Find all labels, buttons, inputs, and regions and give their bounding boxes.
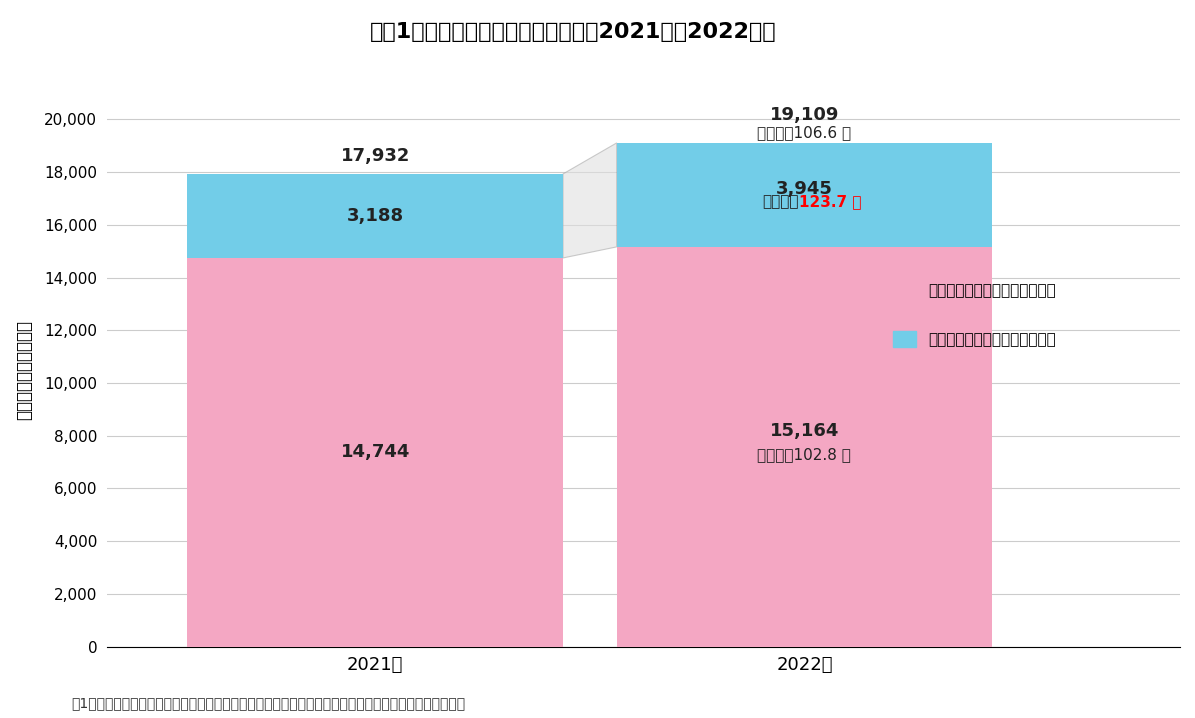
Bar (617, 247, 992, 646)
Text: 15,164: 15,164 (770, 422, 839, 440)
Bar (188, 258, 563, 646)
Text: 注1：【出典】　株式会社リクルート　ホットペッパービューティーアカデミー「数字で見る美容業界」: 注1：【出典】 株式会社リクルート ホットペッパービューティーアカデミー「数字で… (72, 696, 466, 710)
Y-axis label: 市場規模推計（億円）: 市場規模推計（億円） (16, 320, 33, 420)
Text: 123.7 ％: 123.7 ％ (799, 194, 862, 209)
Text: 前年比: 前年比 (762, 194, 799, 209)
Polygon shape (563, 143, 617, 258)
Legend: 女性の基礎化粧品市場規模推計, 男性の基礎化粧品市場規模推計: 女性の基礎化粧品市場規模推計, 男性の基礎化粧品市場規模推計 (887, 276, 1062, 353)
Text: 3,945: 3,945 (776, 180, 833, 198)
Text: 前年比　102.8 ％: 前年比 102.8 ％ (758, 447, 851, 462)
Text: 3,188: 3,188 (347, 207, 404, 225)
Text: 【図1】　基礎化粧品市場規模推計（2021年、2022年）: 【図1】 基礎化粧品市場規模推計（2021年、2022年） (370, 22, 777, 42)
Text: 17,932: 17,932 (341, 146, 410, 164)
Text: 前年比　106.6 ％: 前年比 106.6 ％ (758, 125, 852, 140)
Bar (617, 143, 992, 247)
Bar (188, 174, 563, 258)
Text: 19,109: 19,109 (770, 106, 839, 124)
Text: 14,744: 14,744 (341, 443, 410, 461)
